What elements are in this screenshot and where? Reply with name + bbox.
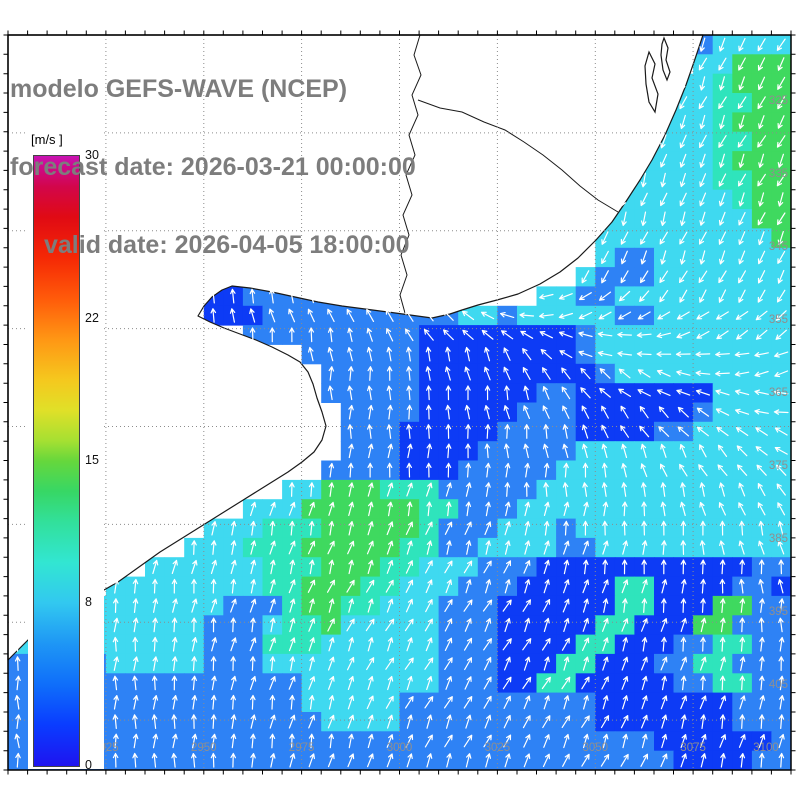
- colorbar-tick-label: 15: [85, 453, 99, 467]
- latitude-label: 385: [769, 533, 788, 545]
- valid-date-line: valid date: 2026-04-05 18:00:00: [44, 231, 410, 259]
- model-title: modelo GEFS-WAVE (NCEP): [10, 75, 348, 103]
- latitude-label: 355: [769, 314, 788, 326]
- latitude-label: 345: [769, 241, 788, 253]
- latitude-label: 325: [769, 95, 788, 107]
- longitude-label: 3025: [485, 742, 511, 754]
- latitude-label: 395: [769, 606, 788, 618]
- latitude-label: 375: [769, 460, 788, 472]
- forecast-date-line: forecast date: 2026-03-21 00:00:00: [10, 153, 416, 181]
- latitude-label: 365: [769, 387, 788, 399]
- longitude-label: 3100: [753, 742, 779, 754]
- colorbar-tick-label: 22: [85, 310, 99, 325]
- latitude-label: 405: [769, 679, 788, 691]
- colorbar-tick-label: 8: [85, 595, 92, 610]
- longitude-label: 2950: [191, 742, 217, 754]
- colorbar-tick-label: 0: [85, 758, 92, 772]
- latitude-label: 335: [769, 168, 788, 180]
- longitude-label: 3050: [583, 742, 609, 754]
- title-block: modelo GEFS-WAVE (NCEP) forecast date: 2…: [10, 24, 416, 310]
- longitude-label: 2975: [289, 742, 315, 754]
- longitude-label: 3075: [680, 742, 706, 754]
- longitude-label: 3000: [387, 742, 413, 754]
